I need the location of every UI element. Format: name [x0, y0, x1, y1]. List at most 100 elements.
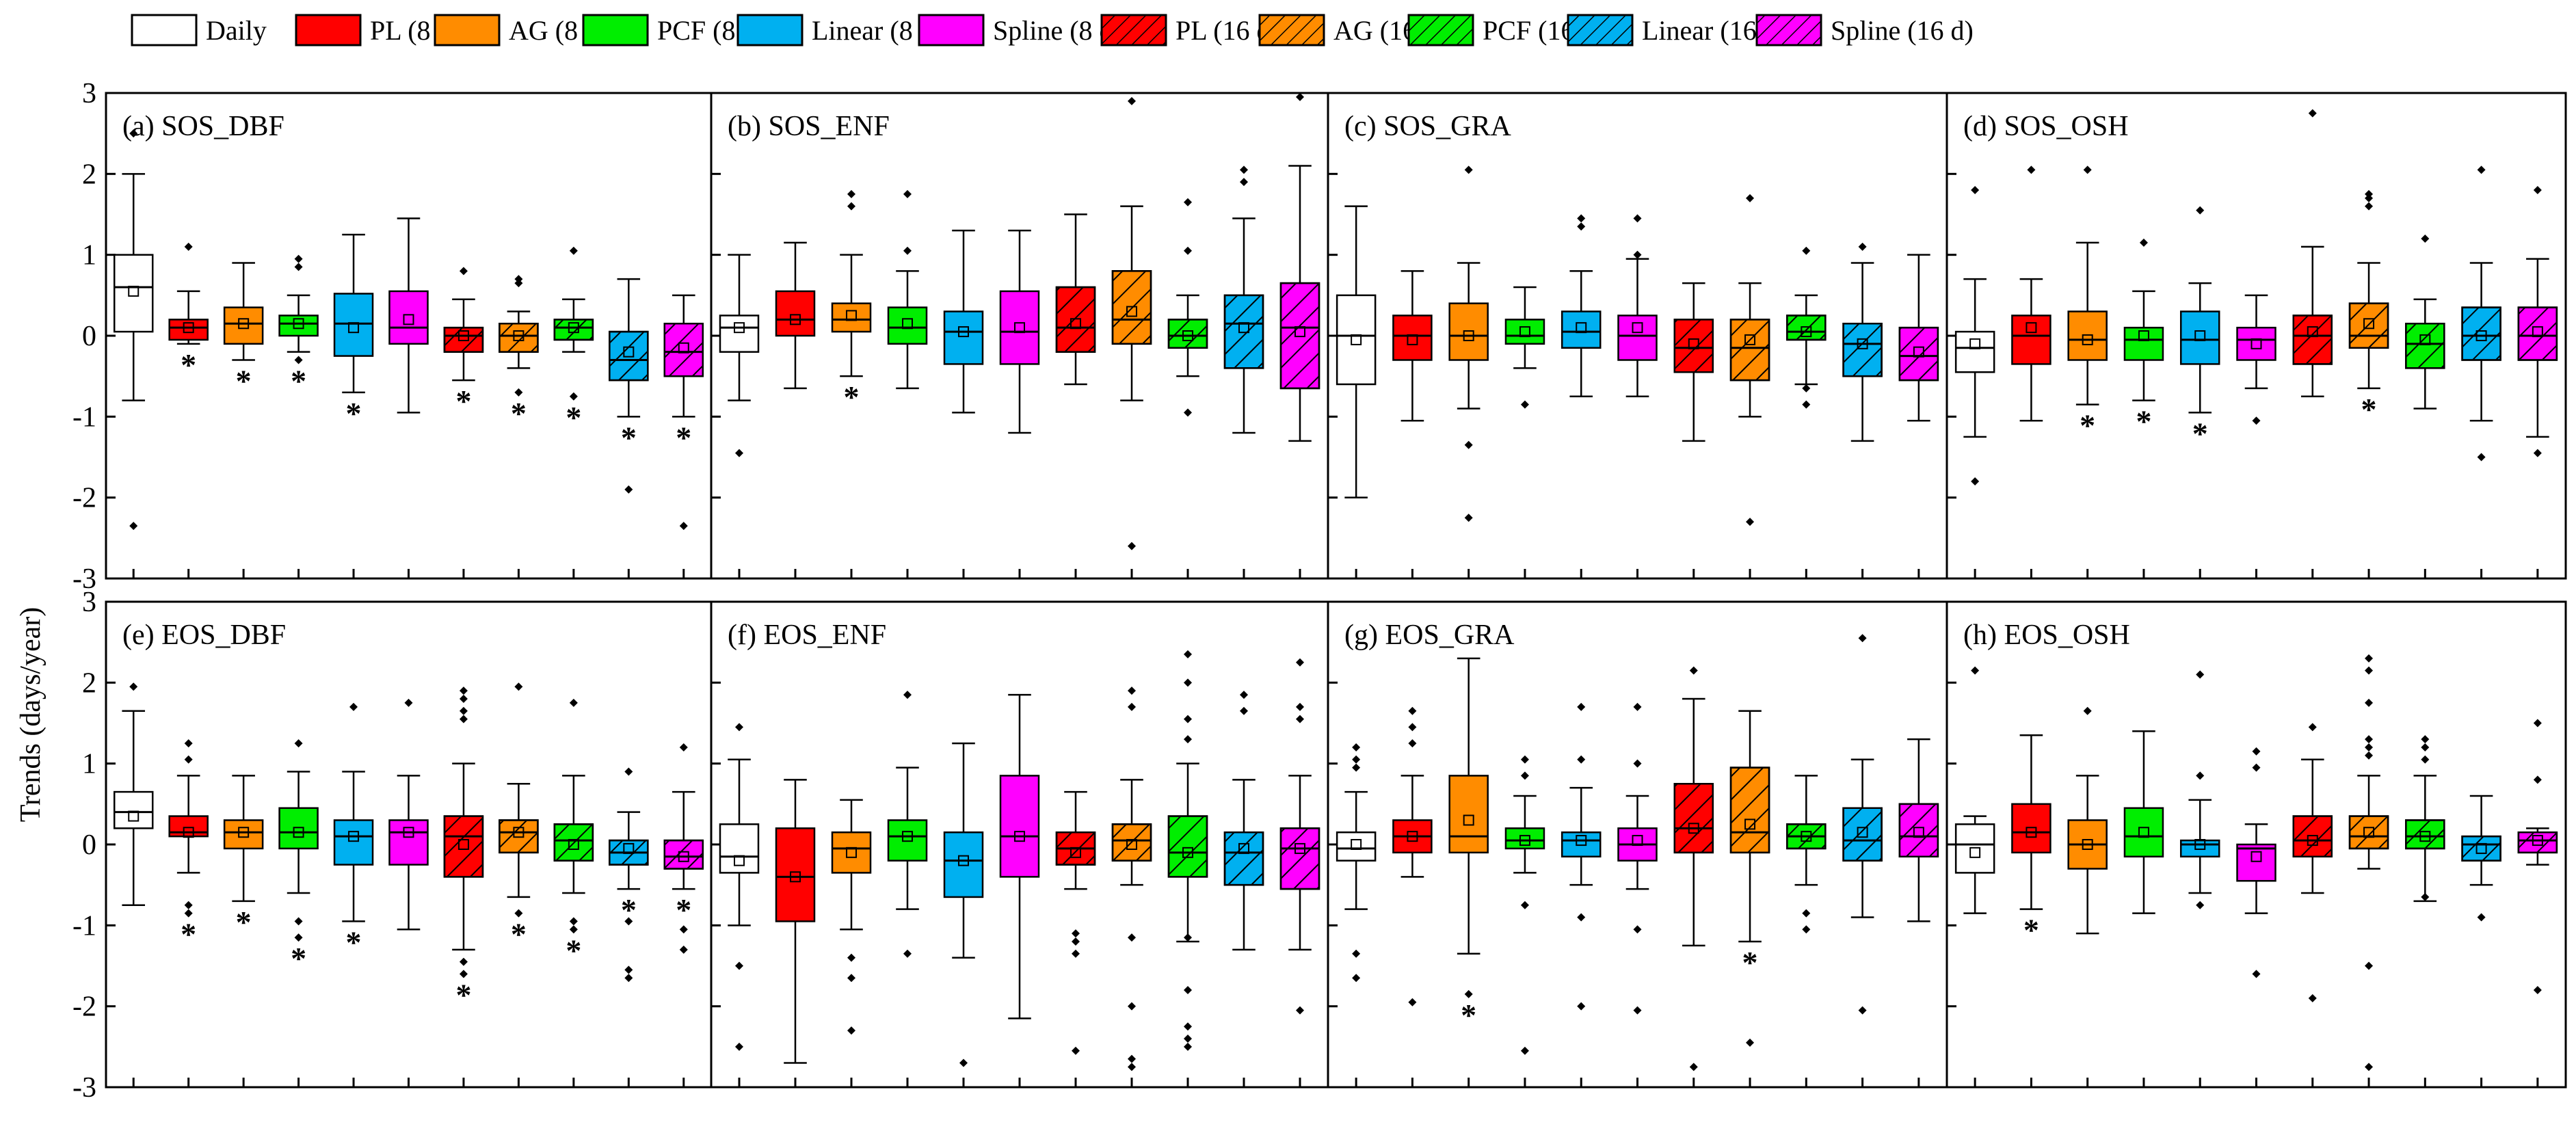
mean-marker	[1857, 827, 1868, 838]
legend-label: Spline (16 d)	[1831, 15, 1974, 46]
box: *	[2123, 238, 2164, 578]
box-hatch	[1673, 319, 1714, 373]
mean-marker	[1238, 322, 1249, 334]
mean-marker	[2307, 835, 2318, 847]
significance-marker: *	[621, 420, 637, 455]
outlier-point	[1746, 518, 1755, 527]
outlier-point	[847, 953, 855, 962]
outlier-point	[2533, 186, 2542, 194]
mean-marker	[790, 871, 801, 883]
outlier-point	[2365, 743, 2374, 751]
box-body	[2123, 326, 2164, 361]
outlier-point	[903, 189, 912, 198]
mean-marker	[457, 839, 469, 850]
box: *	[168, 739, 209, 1087]
mean-marker	[1294, 326, 1305, 338]
outlier-point	[1633, 250, 1642, 259]
box-hatch	[1223, 831, 1264, 886]
outlier-point	[2365, 194, 2374, 202]
outlier-point	[1072, 937, 1080, 946]
box-body	[1561, 831, 1602, 857]
outlier-point	[1858, 634, 1867, 643]
legend-hatch	[1407, 14, 1474, 46]
box	[2461, 795, 2501, 1087]
outlier-point	[735, 723, 743, 732]
outlier-point	[2308, 109, 2317, 118]
box-body	[1954, 330, 1995, 373]
mean-marker	[2475, 842, 2487, 854]
outlier-point	[679, 743, 688, 751]
outlier-point	[2252, 747, 2261, 756]
outlier-point	[459, 267, 468, 276]
outlier-point	[1240, 178, 1248, 187]
outlier-point	[1184, 678, 1192, 687]
box	[2517, 186, 2558, 578]
outlier-point	[569, 698, 578, 707]
outlier-point	[129, 682, 138, 691]
outlier-point	[735, 449, 743, 457]
box-hatch	[1673, 783, 1714, 854]
mean-marker	[958, 326, 969, 338]
outlier-point	[514, 909, 523, 918]
box	[1279, 92, 1320, 578]
legend-swatch	[434, 14, 501, 46]
outlier-point	[2365, 961, 2374, 970]
mean-marker	[1969, 338, 1981, 349]
box	[999, 229, 1040, 578]
significance-marker: *	[455, 384, 471, 418]
box	[1111, 96, 1152, 578]
box-body	[999, 290, 1040, 365]
outlier-point	[1240, 691, 1248, 699]
box-body	[2123, 807, 2164, 857]
box-body	[223, 819, 264, 850]
legend-label: Daily	[206, 15, 267, 46]
box	[1842, 634, 1883, 1087]
significance-marker: *	[2136, 404, 2151, 439]
outlier-point	[679, 945, 688, 954]
outlier-point	[624, 917, 633, 926]
box	[1673, 282, 1714, 578]
outlier-point	[184, 739, 193, 748]
outlier-point	[1802, 909, 1811, 918]
box-hatch	[609, 330, 649, 382]
outlier-point	[1352, 755, 1361, 764]
box-body	[2236, 326, 2276, 361]
mean-marker	[2307, 326, 2318, 338]
mean-marker	[568, 322, 579, 334]
box-body	[2011, 803, 2051, 854]
box: *	[168, 242, 209, 578]
outlier-point	[1240, 165, 1248, 174]
box	[999, 693, 1040, 1087]
panel: (b) SOS_ENF *	[710, 92, 1329, 580]
outlier-point	[903, 691, 912, 699]
box: *	[499, 275, 539, 578]
outlier-point	[679, 925, 688, 934]
mean-marker	[2138, 330, 2149, 341]
box	[2292, 723, 2333, 1087]
mean-marker	[1463, 814, 1474, 826]
mean-marker	[2475, 330, 2487, 341]
box	[1055, 213, 1096, 578]
box	[887, 691, 928, 1087]
outlier-point	[2365, 1063, 2374, 1071]
mean-marker	[513, 330, 525, 341]
y-tick-label: 1	[82, 749, 96, 780]
box-body	[1561, 310, 1602, 349]
y-tick-label: -1	[72, 910, 96, 942]
mean-marker	[846, 847, 857, 858]
mean-marker	[734, 322, 745, 334]
outlier-point	[514, 388, 523, 397]
mean-marker	[1857, 338, 1868, 349]
outlier-point	[294, 254, 303, 263]
outlier-point	[2365, 666, 2374, 675]
box: *	[333, 233, 374, 578]
outlier-point	[2533, 719, 2542, 728]
box	[2405, 735, 2445, 1087]
outlier-point	[184, 901, 193, 909]
outlier-point	[514, 682, 523, 691]
mean-marker	[2082, 334, 2093, 345]
outlier-point	[1408, 739, 1417, 748]
mean-marker	[958, 855, 969, 866]
mean-marker	[293, 318, 304, 330]
mean-marker	[183, 322, 194, 334]
